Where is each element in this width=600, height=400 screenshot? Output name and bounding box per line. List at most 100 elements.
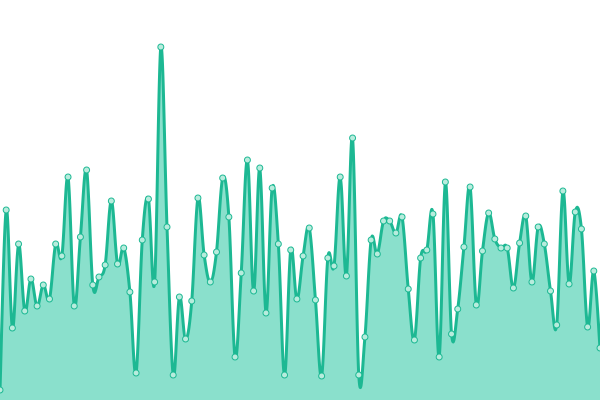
point [349,134,357,142]
point [188,297,196,305]
point [70,302,78,310]
point [590,267,598,275]
point [237,269,245,277]
point [522,212,530,220]
point [441,178,449,186]
point [361,333,369,341]
point [553,321,561,329]
point [163,223,171,231]
point [577,225,585,233]
point [380,217,388,225]
point [367,236,375,244]
point [231,353,239,361]
point [466,183,474,191]
point [151,278,159,286]
point [268,184,276,192]
point [324,254,332,262]
point [596,344,600,352]
point [101,261,109,269]
point [472,301,480,309]
point [83,166,91,174]
point [27,275,35,283]
point [497,244,505,252]
point [287,246,295,254]
point [355,371,363,379]
point [540,240,548,248]
point [262,309,270,317]
point [144,195,152,203]
point [547,287,555,295]
point [21,307,29,315]
point [194,194,202,202]
point [206,278,214,286]
point [410,336,418,344]
point [169,371,177,379]
point [299,252,307,260]
point [256,164,264,172]
point [126,288,134,296]
point [293,295,301,303]
point [423,246,431,254]
point [120,244,128,252]
point [373,250,381,258]
point [398,213,406,221]
point [39,281,47,289]
point [182,335,190,343]
point [64,173,72,181]
point [33,302,41,310]
point [274,240,282,248]
point [114,260,122,268]
point [448,330,456,338]
point [225,213,233,221]
point [200,251,208,259]
point [516,239,524,247]
point [330,262,338,270]
point [243,156,251,164]
point [318,372,326,380]
point [386,217,394,225]
point [250,287,258,295]
point [460,243,468,251]
point [565,280,573,288]
point [175,293,183,301]
point [534,223,542,231]
point [417,254,425,262]
point [52,240,60,248]
point [584,323,592,331]
point [157,43,165,51]
point [528,278,536,286]
point [485,209,493,217]
point [342,272,350,280]
point [503,244,511,252]
point [132,369,140,377]
point [89,281,97,289]
point [107,197,115,205]
point [392,229,400,237]
point [0,386,4,394]
point [478,247,486,255]
point [219,174,227,182]
point [454,305,462,313]
point [45,295,53,303]
point [58,252,66,260]
point [559,187,567,195]
point [305,224,313,232]
point [491,235,499,243]
point [336,173,344,181]
point [138,236,146,244]
point [15,240,23,248]
point [2,206,10,214]
point [311,296,319,304]
point [95,273,103,281]
point [435,353,443,361]
point [281,371,289,379]
point [429,210,437,218]
point [76,233,84,241]
point [212,248,220,256]
point [571,208,579,216]
point [509,284,517,292]
point [8,324,16,332]
point [404,285,412,293]
